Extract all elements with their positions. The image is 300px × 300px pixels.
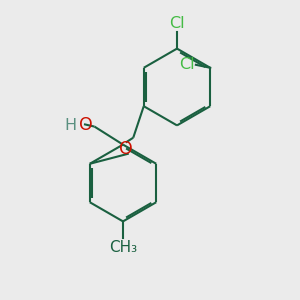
Text: Cl: Cl (169, 16, 185, 31)
Text: O: O (80, 116, 93, 134)
Text: O: O (119, 140, 133, 158)
Text: CH₃: CH₃ (110, 240, 138, 255)
Text: H: H (64, 118, 76, 133)
Text: Cl: Cl (179, 57, 195, 72)
